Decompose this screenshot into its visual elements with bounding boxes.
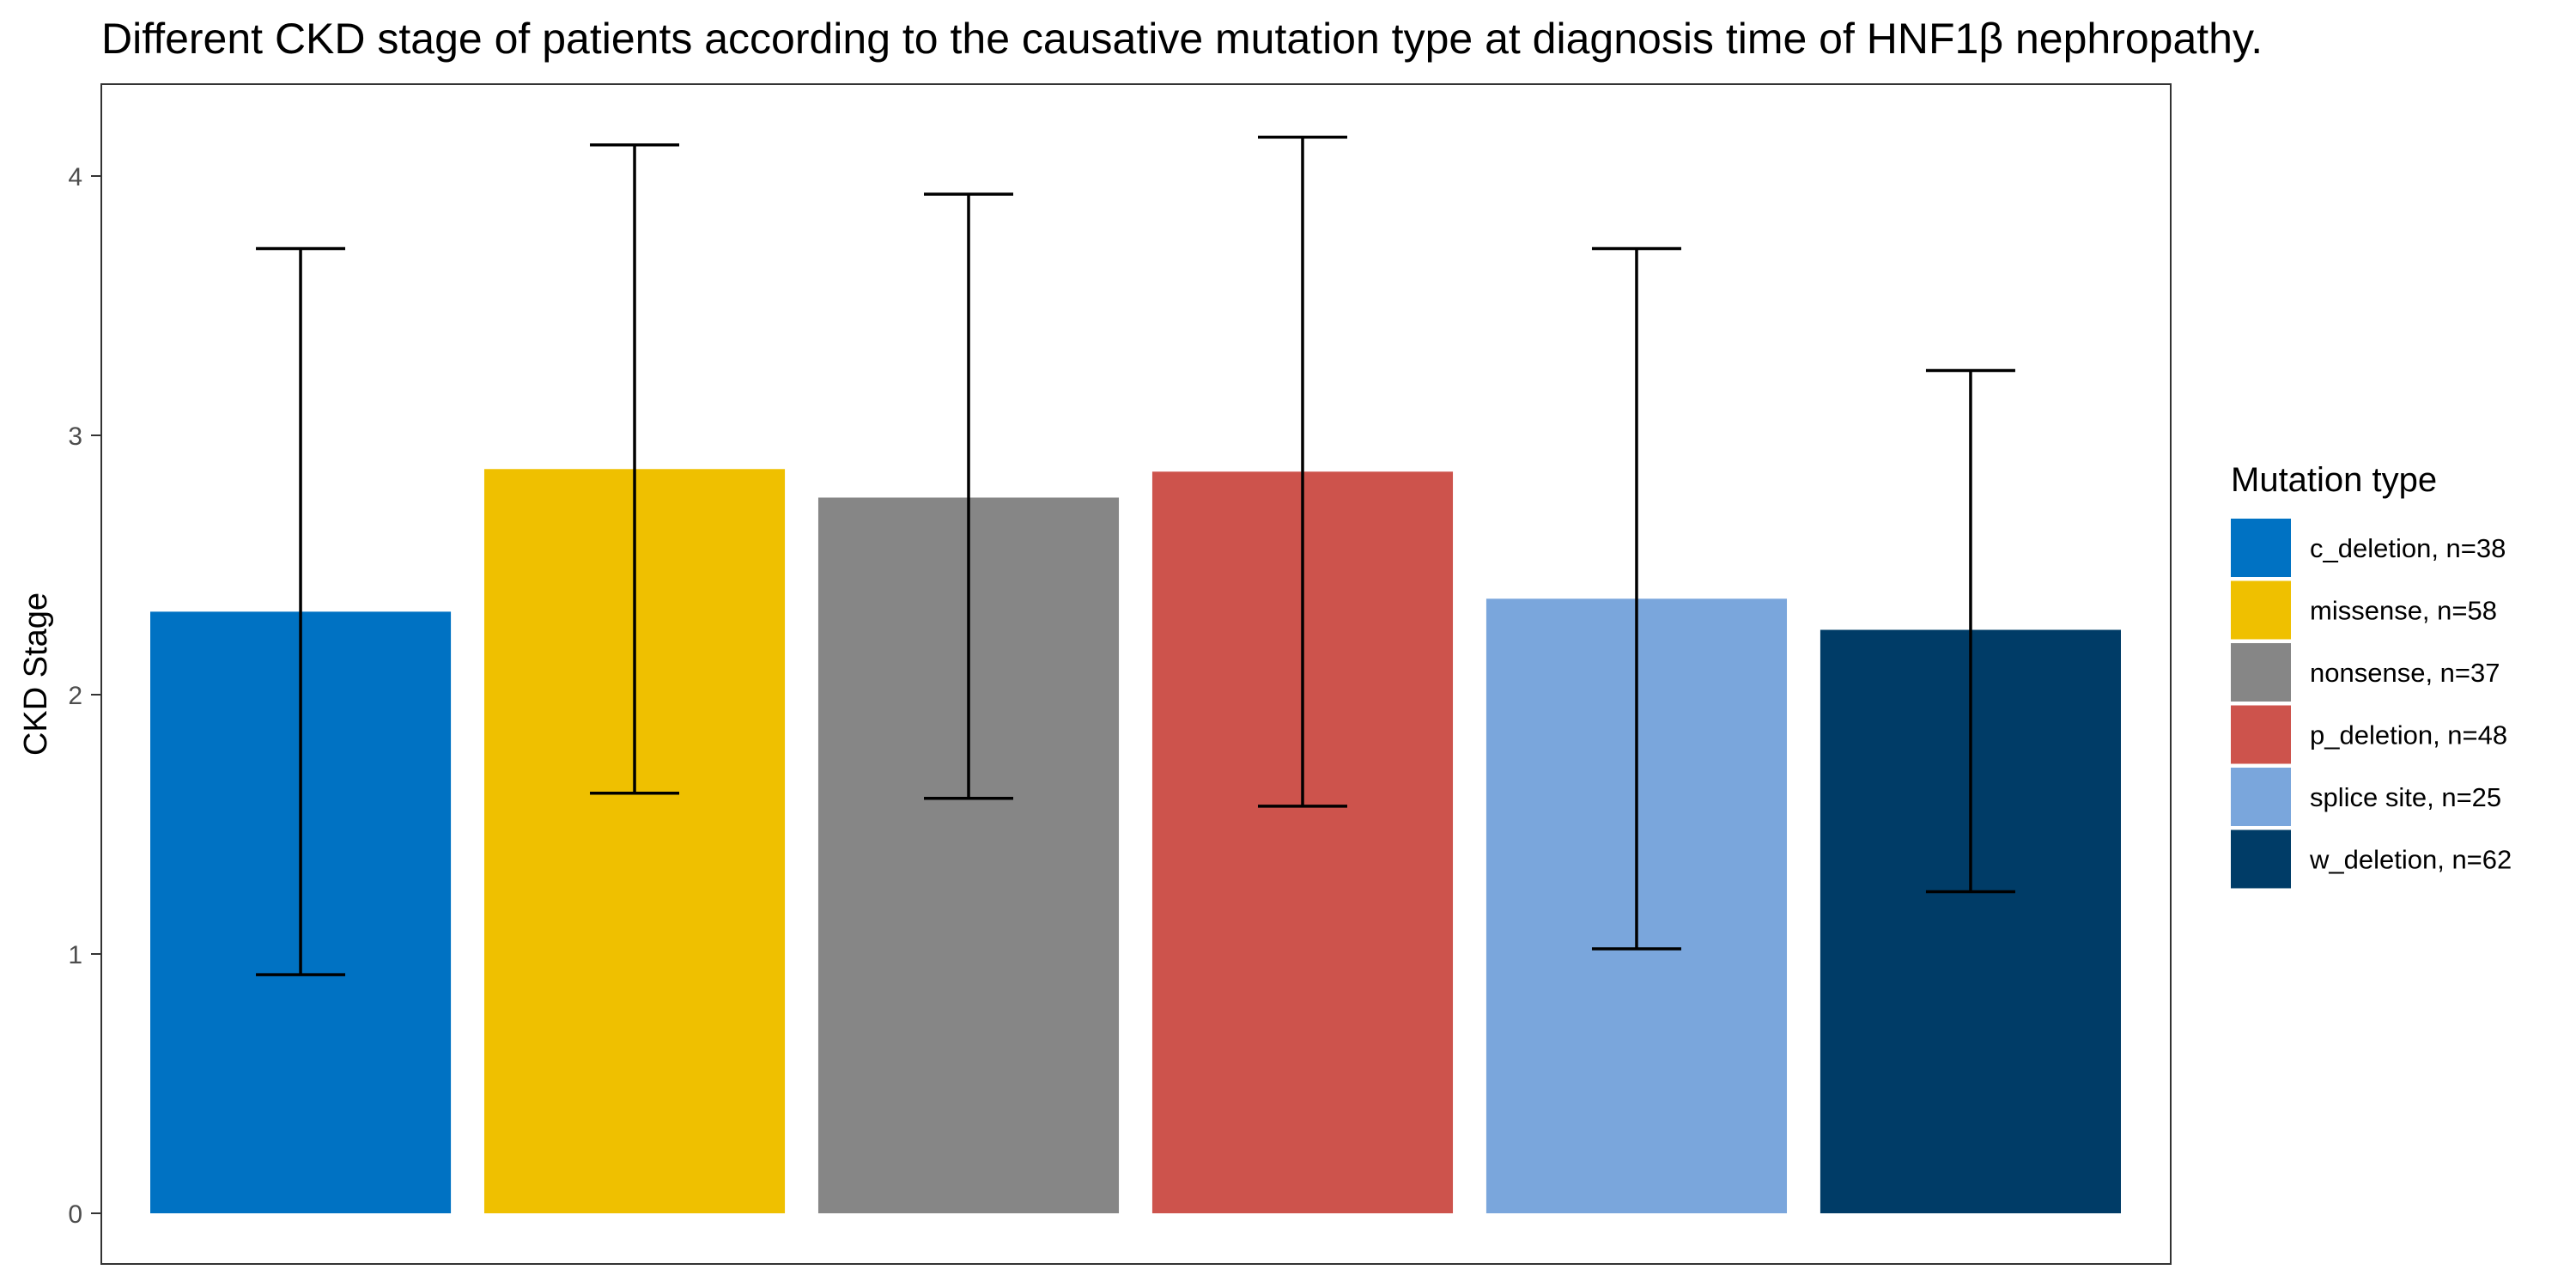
legend-items: c_deletion, n=38 missense, n=58 nonsense, … xyxy=(2231,519,2512,889)
legend-item: nonsense, n=37 xyxy=(2231,643,2500,702)
legend-label: c_deletion, n=38 xyxy=(2310,533,2506,563)
y-axis: 0 1 2 3 4 xyxy=(68,163,101,1229)
legend-key-swatch xyxy=(2231,705,2291,764)
legend-item: p_deletion, n=48 xyxy=(2231,705,2507,764)
legend-item: w_deletion, n=62 xyxy=(2231,829,2512,889)
legend-item: c_deletion, n=38 xyxy=(2231,519,2506,577)
legend: Mutation type c_deletion, n=38 missense, … xyxy=(2231,461,2512,889)
legend-key-swatch xyxy=(2231,643,2291,702)
legend-key-swatch xyxy=(2231,768,2291,826)
y-axis-label: CKD Stage xyxy=(18,592,54,756)
chart-title: Different CKD stage of patients accordin… xyxy=(101,15,2263,63)
y-tick-label: 4 xyxy=(68,163,82,191)
legend-label: w_deletion, n=62 xyxy=(2309,845,2512,875)
legend-key-swatch xyxy=(2231,580,2291,640)
error-bar-3 xyxy=(924,192,1014,800)
error-bar-5 xyxy=(1591,246,1681,951)
legend-label: p_deletion, n=48 xyxy=(2310,720,2507,750)
legend-item: splice site, n=25 xyxy=(2231,768,2501,826)
legend-label: splice site, n=25 xyxy=(2310,782,2501,812)
legend-title: Mutation type xyxy=(2231,461,2437,499)
legend-key-swatch xyxy=(2231,829,2291,889)
error-bar-1 xyxy=(256,246,346,976)
error-bar-2 xyxy=(590,143,680,795)
error-bar-4 xyxy=(1257,135,1347,808)
error-bar-6 xyxy=(1925,368,2015,894)
legend-key-swatch xyxy=(2231,519,2291,577)
y-tick-label: 3 xyxy=(68,422,82,451)
y-tick-label: 1 xyxy=(68,941,82,969)
y-tick-label: 2 xyxy=(68,682,82,710)
legend-label: missense, n=58 xyxy=(2310,596,2497,626)
legend-label: nonsense, n=37 xyxy=(2310,658,2500,688)
legend-item: missense, n=58 xyxy=(2231,580,2497,640)
y-tick-label: 0 xyxy=(68,1200,82,1229)
errorbars-layer xyxy=(256,135,2015,976)
